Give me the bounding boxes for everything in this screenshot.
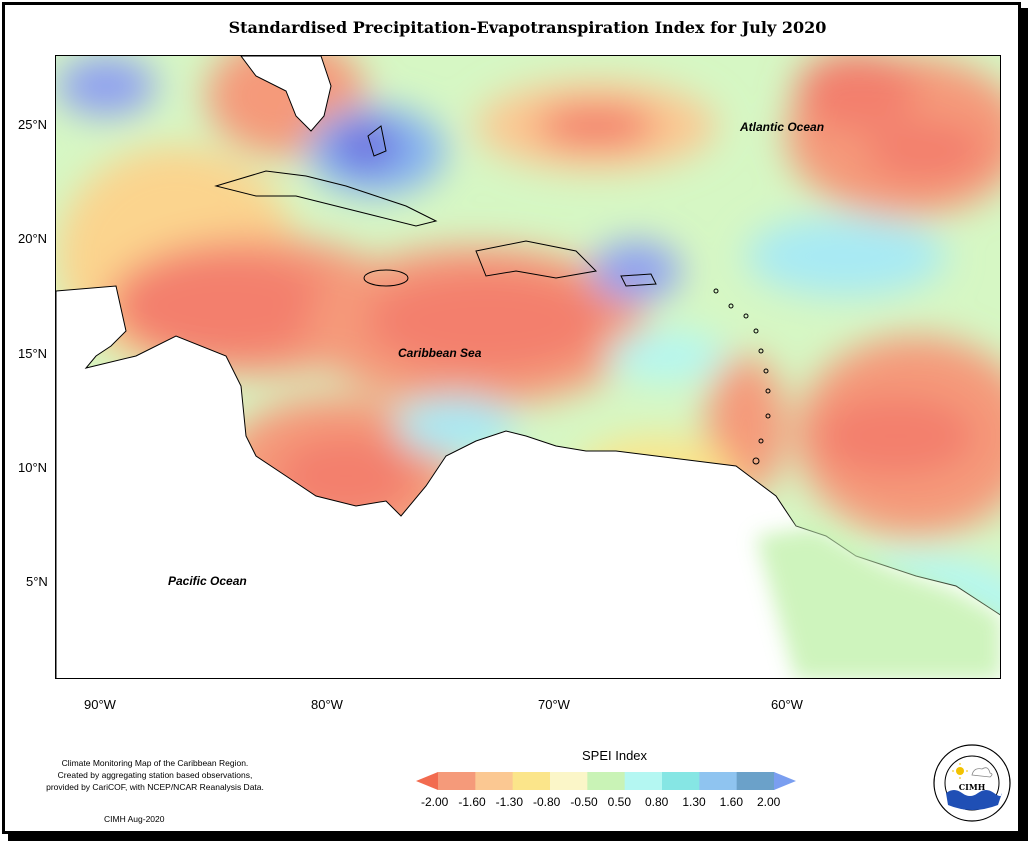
legend-tick-label: 2.00 xyxy=(757,795,781,809)
map-frame xyxy=(2,2,1021,834)
legend-tick-label: 1.60 xyxy=(719,795,744,809)
note-line-1: Climate Monitoring Map of the Caribbean … xyxy=(61,758,249,768)
guiana-field xyxy=(756,526,1000,678)
legend-tick-label: 1.30 xyxy=(682,795,706,809)
colorbar-arrow-high xyxy=(774,772,796,790)
legend-tick-label: -1.60 xyxy=(458,795,486,809)
colorbar-arrow-low xyxy=(416,772,438,790)
legend-tick-label: 0.80 xyxy=(645,795,669,809)
lat-label-20n: 20°N xyxy=(18,231,48,246)
lon-label-60w: 60°W xyxy=(771,697,803,712)
lesser-antilles xyxy=(713,288,771,465)
colorbar-bin xyxy=(736,772,775,790)
colorbar-bin xyxy=(662,772,700,790)
legend-title: SPEI Index xyxy=(582,748,648,763)
legend-tick-label: -0.80 xyxy=(533,795,561,809)
label-atlantic-ocean: Atlantic Ocean xyxy=(740,120,825,134)
islands xyxy=(214,125,657,287)
colorbar-bin xyxy=(475,772,514,790)
frame-shadow-bottom xyxy=(8,834,1028,841)
colorbar-bin xyxy=(624,772,663,790)
logo-abbr: CIMH xyxy=(959,782,986,792)
map-description: Climate Monitoring Map of the Caribbean … xyxy=(20,757,290,793)
note-line-3: provided by CariCOF, with NCEP/NCAR Rean… xyxy=(46,782,264,792)
colorbar-bin xyxy=(699,772,738,790)
colorbar-bin xyxy=(587,772,626,790)
lon-label-80w: 80°W xyxy=(311,697,343,712)
lat-label-15n: 15°N xyxy=(18,346,48,361)
lat-label-5n: 5°N xyxy=(26,574,48,589)
cimh-logo: CIMH xyxy=(932,743,1012,828)
map-title: Standardised Precipitation-Evapotranspir… xyxy=(228,18,827,37)
lon-label-90w: 90°W xyxy=(84,697,116,712)
frame-shadow-right xyxy=(1021,8,1028,840)
colorbar-svg xyxy=(416,772,796,790)
note-line-2: Created by aggregating station based obs… xyxy=(57,770,253,780)
legend-tick-label: -0.50 xyxy=(570,795,598,809)
label-pacific-ocean: Pacific Ocean xyxy=(168,574,247,588)
lon-label-70w: 70°W xyxy=(538,697,570,712)
colorbar-bin xyxy=(550,772,588,790)
legend-tick-label: -2.00 xyxy=(421,795,449,809)
colorbar-bin xyxy=(512,772,551,790)
spei-map-svg xyxy=(56,56,1000,678)
map-credit: CIMH Aug-2020 xyxy=(104,814,165,824)
legend-tick-label: 0.50 xyxy=(607,795,632,809)
colorbar-legend xyxy=(416,772,796,795)
label-caribbean-sea: Caribbean Sea xyxy=(398,346,482,360)
colorbar-bin xyxy=(438,772,476,790)
spei-map[interactable] xyxy=(55,55,1001,679)
lat-label-10n: 10°N xyxy=(18,460,48,475)
legend-tick-label: -1.30 xyxy=(495,795,524,809)
lat-label-25n: 25°N xyxy=(18,117,48,132)
cimh-logo-svg: CIMH xyxy=(933,744,1011,822)
